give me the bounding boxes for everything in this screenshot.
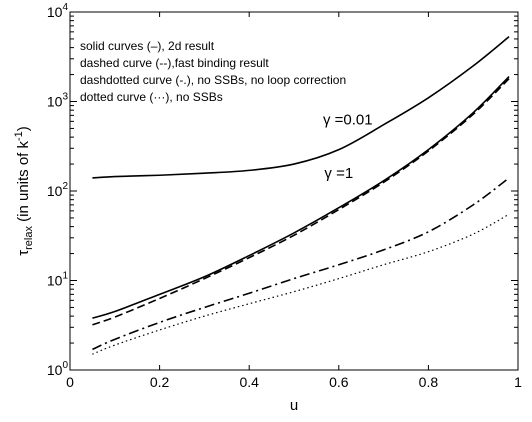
series-line-solid bbox=[92, 36, 510, 179]
series-line-dashdot bbox=[92, 177, 510, 351]
x-tick-label: 0.6 bbox=[329, 374, 349, 390]
y-tick-base: 10 bbox=[47, 183, 63, 199]
y-tick-label: 102 bbox=[47, 181, 69, 199]
y-label-sub: relax bbox=[23, 226, 35, 250]
y-tick-exp: 0 bbox=[62, 360, 68, 371]
series-line-dotted bbox=[92, 213, 510, 355]
y-tick-exp: 4 bbox=[62, 2, 68, 13]
legend-line: dashed curve (--),fast binding result bbox=[80, 56, 269, 70]
curve-annotation: γ =0.01 bbox=[323, 112, 373, 129]
legend-line: dotted curve (···), no SSBs bbox=[80, 90, 223, 104]
series-group bbox=[92, 36, 510, 355]
y-tick-exp: 3 bbox=[62, 92, 68, 103]
legend-line: solid curves (–), 2d result bbox=[80, 39, 215, 53]
series-line-solid bbox=[92, 75, 510, 319]
x-tick-label: 1 bbox=[514, 374, 522, 390]
y-tick-label: 103 bbox=[47, 92, 69, 110]
curve-annotation: γ =1 bbox=[324, 165, 353, 182]
y-tick-label: 101 bbox=[47, 271, 69, 289]
x-tick-label: 0.4 bbox=[239, 374, 259, 390]
y-tick-base: 10 bbox=[47, 94, 63, 110]
y-tick-label: 104 bbox=[47, 2, 69, 20]
y-tick-exp: 1 bbox=[62, 271, 68, 282]
y-tick-base: 10 bbox=[47, 273, 63, 289]
x-tick-label: 0 bbox=[66, 374, 74, 390]
x-axis-label: u bbox=[290, 397, 298, 414]
legend-line: dashdotted curve (-.), no SSBs, no loop … bbox=[80, 73, 346, 87]
y-label-close: ) bbox=[15, 126, 32, 131]
x-tick-label: 0.8 bbox=[419, 374, 439, 390]
legend-text: solid curves (–), 2d result dashed curve … bbox=[80, 39, 346, 104]
y-label-base: τ bbox=[15, 250, 32, 256]
y-axis-label: τrelax (in units of k-1) bbox=[13, 126, 35, 256]
y-label-sup: -1 bbox=[13, 131, 25, 141]
series-line-dashed bbox=[92, 78, 510, 326]
annotations: γ =0.01 γ =1 bbox=[323, 112, 373, 182]
y-tick-label: 100 bbox=[47, 360, 69, 378]
y-label-rest: (in units of k bbox=[15, 140, 32, 226]
y-tick-base: 10 bbox=[47, 362, 63, 378]
y-tick-base: 10 bbox=[47, 4, 63, 20]
y-tick-exp: 2 bbox=[62, 181, 68, 192]
x-tick-label: 0.2 bbox=[150, 374, 170, 390]
